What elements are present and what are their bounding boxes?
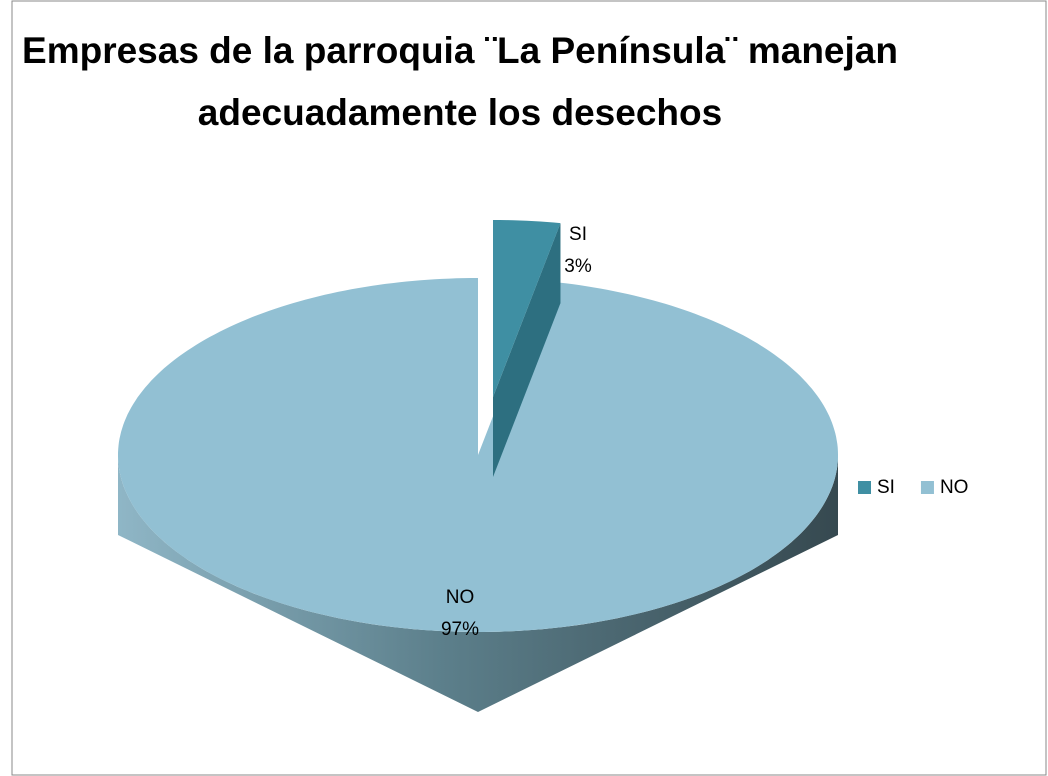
legend-swatch bbox=[920, 481, 934, 494]
data-label-category: NO bbox=[446, 587, 475, 608]
pie-slice bbox=[118, 278, 838, 632]
legend-swatch bbox=[858, 481, 871, 494]
pie-face bbox=[493, 223, 561, 477]
pie-slice bbox=[493, 220, 561, 397]
chart-title: Empresas de la parroquia ¨La Península¨ … bbox=[22, 30, 898, 133]
data-label-value: 3% bbox=[564, 256, 592, 277]
legend-label: NO bbox=[940, 477, 969, 498]
chart-frame bbox=[11, 0, 1047, 776]
pie-side bbox=[118, 455, 838, 712]
data-label-category: SI bbox=[569, 224, 587, 245]
legend-label: SI bbox=[877, 477, 895, 498]
data-label-value: 97% bbox=[441, 619, 479, 640]
